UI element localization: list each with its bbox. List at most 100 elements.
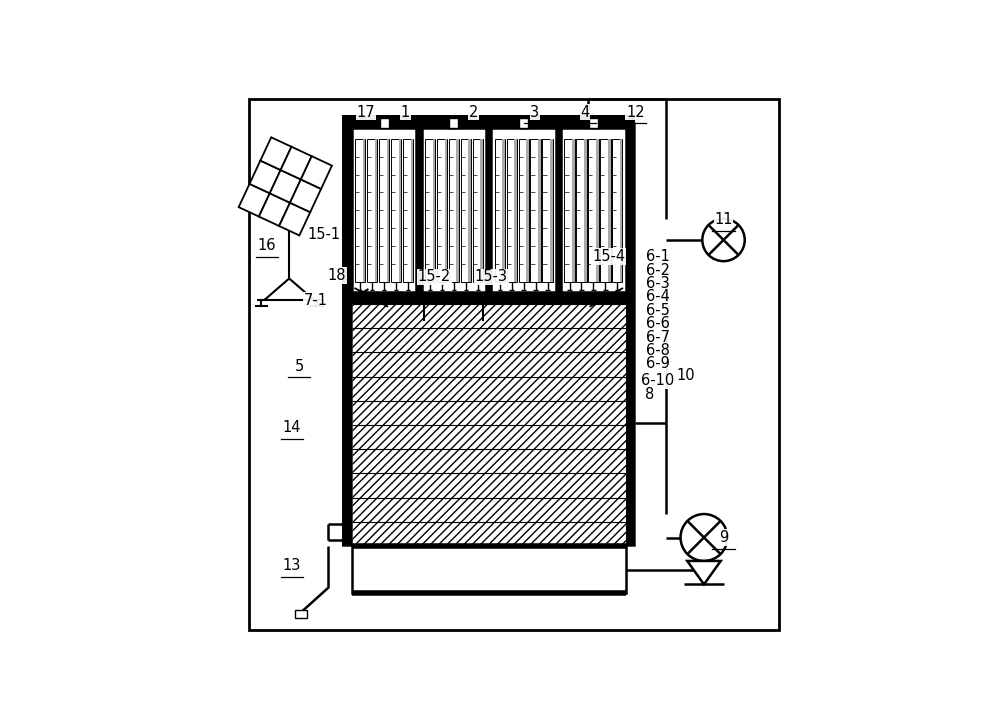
Text: 6-8: 6-8 bbox=[646, 343, 670, 358]
Bar bbox=[507, 139, 517, 282]
Text: 2: 2 bbox=[469, 104, 478, 120]
Text: 6-4: 6-4 bbox=[646, 289, 670, 304]
Bar bbox=[491, 128, 556, 291]
Bar bbox=[461, 139, 471, 282]
Bar bbox=[445, 139, 447, 282]
Polygon shape bbox=[687, 561, 721, 584]
Bar bbox=[556, 128, 561, 291]
Bar bbox=[301, 156, 332, 189]
Bar bbox=[352, 304, 626, 546]
Bar bbox=[425, 139, 435, 282]
Bar bbox=[342, 115, 635, 128]
Bar bbox=[456, 139, 459, 282]
Bar bbox=[342, 291, 635, 304]
Bar bbox=[561, 128, 626, 291]
Bar bbox=[588, 139, 599, 282]
Bar bbox=[449, 139, 459, 282]
Text: 9: 9 bbox=[719, 530, 728, 545]
Bar bbox=[530, 139, 541, 282]
Text: 18: 18 bbox=[327, 268, 346, 283]
Text: 12: 12 bbox=[626, 104, 645, 120]
Bar bbox=[519, 118, 528, 128]
Bar bbox=[576, 139, 587, 282]
Circle shape bbox=[681, 514, 727, 561]
Text: 3: 3 bbox=[530, 104, 539, 120]
Text: 15-3: 15-3 bbox=[475, 269, 508, 284]
Bar bbox=[437, 139, 447, 282]
Bar bbox=[270, 170, 301, 203]
Bar bbox=[620, 139, 622, 282]
Bar bbox=[416, 128, 422, 291]
Bar bbox=[399, 139, 401, 282]
Bar bbox=[259, 194, 290, 226]
Bar bbox=[564, 139, 575, 282]
Bar bbox=[486, 128, 491, 291]
Text: 8: 8 bbox=[645, 386, 654, 402]
Bar bbox=[612, 139, 622, 282]
Bar bbox=[279, 203, 310, 236]
Bar bbox=[367, 139, 377, 282]
Text: 4: 4 bbox=[580, 104, 590, 120]
Bar bbox=[542, 139, 553, 282]
Bar bbox=[375, 139, 377, 282]
Bar bbox=[290, 180, 321, 212]
Bar bbox=[342, 122, 352, 546]
Bar bbox=[355, 139, 365, 282]
Bar bbox=[526, 139, 529, 282]
Text: 7-1: 7-1 bbox=[304, 293, 328, 307]
Bar bbox=[363, 139, 365, 282]
Bar bbox=[422, 128, 486, 291]
Bar bbox=[391, 139, 401, 282]
Text: 6-9: 6-9 bbox=[646, 357, 670, 371]
Bar bbox=[411, 139, 413, 282]
Bar bbox=[502, 139, 505, 282]
Text: 6-2: 6-2 bbox=[646, 262, 670, 278]
Bar bbox=[480, 139, 483, 282]
Bar bbox=[379, 139, 389, 282]
Text: 5: 5 bbox=[295, 359, 304, 373]
Text: 6-10: 6-10 bbox=[641, 373, 674, 388]
Circle shape bbox=[702, 219, 745, 261]
Bar bbox=[572, 139, 575, 282]
Text: 6-3: 6-3 bbox=[646, 276, 670, 291]
Bar bbox=[380, 118, 389, 128]
Bar bbox=[352, 546, 626, 593]
Text: 11: 11 bbox=[714, 212, 733, 228]
Text: 6-6: 6-6 bbox=[646, 316, 670, 331]
Bar bbox=[449, 118, 458, 128]
Bar bbox=[281, 146, 312, 180]
Text: 13: 13 bbox=[283, 558, 301, 573]
Bar bbox=[250, 160, 281, 194]
Bar bbox=[495, 139, 505, 282]
Bar bbox=[239, 184, 270, 217]
Text: 1: 1 bbox=[401, 104, 410, 120]
Text: 17: 17 bbox=[356, 104, 375, 120]
Bar bbox=[519, 139, 529, 282]
Text: 6-1: 6-1 bbox=[646, 249, 670, 264]
Text: 15-1: 15-1 bbox=[307, 227, 340, 242]
Bar bbox=[626, 122, 635, 546]
Bar bbox=[608, 139, 611, 282]
Text: 14: 14 bbox=[283, 420, 301, 435]
Bar bbox=[295, 610, 307, 618]
Text: 6-5: 6-5 bbox=[646, 303, 670, 318]
Bar bbox=[403, 139, 413, 282]
Bar bbox=[584, 139, 587, 282]
Bar bbox=[352, 128, 416, 291]
Text: 16: 16 bbox=[258, 238, 276, 253]
Bar bbox=[260, 137, 291, 170]
Bar bbox=[538, 139, 541, 282]
Bar bbox=[550, 139, 553, 282]
Bar bbox=[387, 139, 389, 282]
Bar bbox=[514, 139, 517, 282]
Bar bbox=[473, 139, 483, 282]
Text: 10: 10 bbox=[676, 368, 695, 383]
Text: 15-2: 15-2 bbox=[418, 269, 451, 284]
Bar bbox=[589, 118, 598, 128]
Text: 6-7: 6-7 bbox=[646, 330, 670, 344]
Bar bbox=[433, 139, 435, 282]
Text: 15-4: 15-4 bbox=[592, 249, 625, 264]
Bar bbox=[596, 139, 599, 282]
Bar bbox=[600, 139, 611, 282]
Bar bbox=[468, 139, 471, 282]
